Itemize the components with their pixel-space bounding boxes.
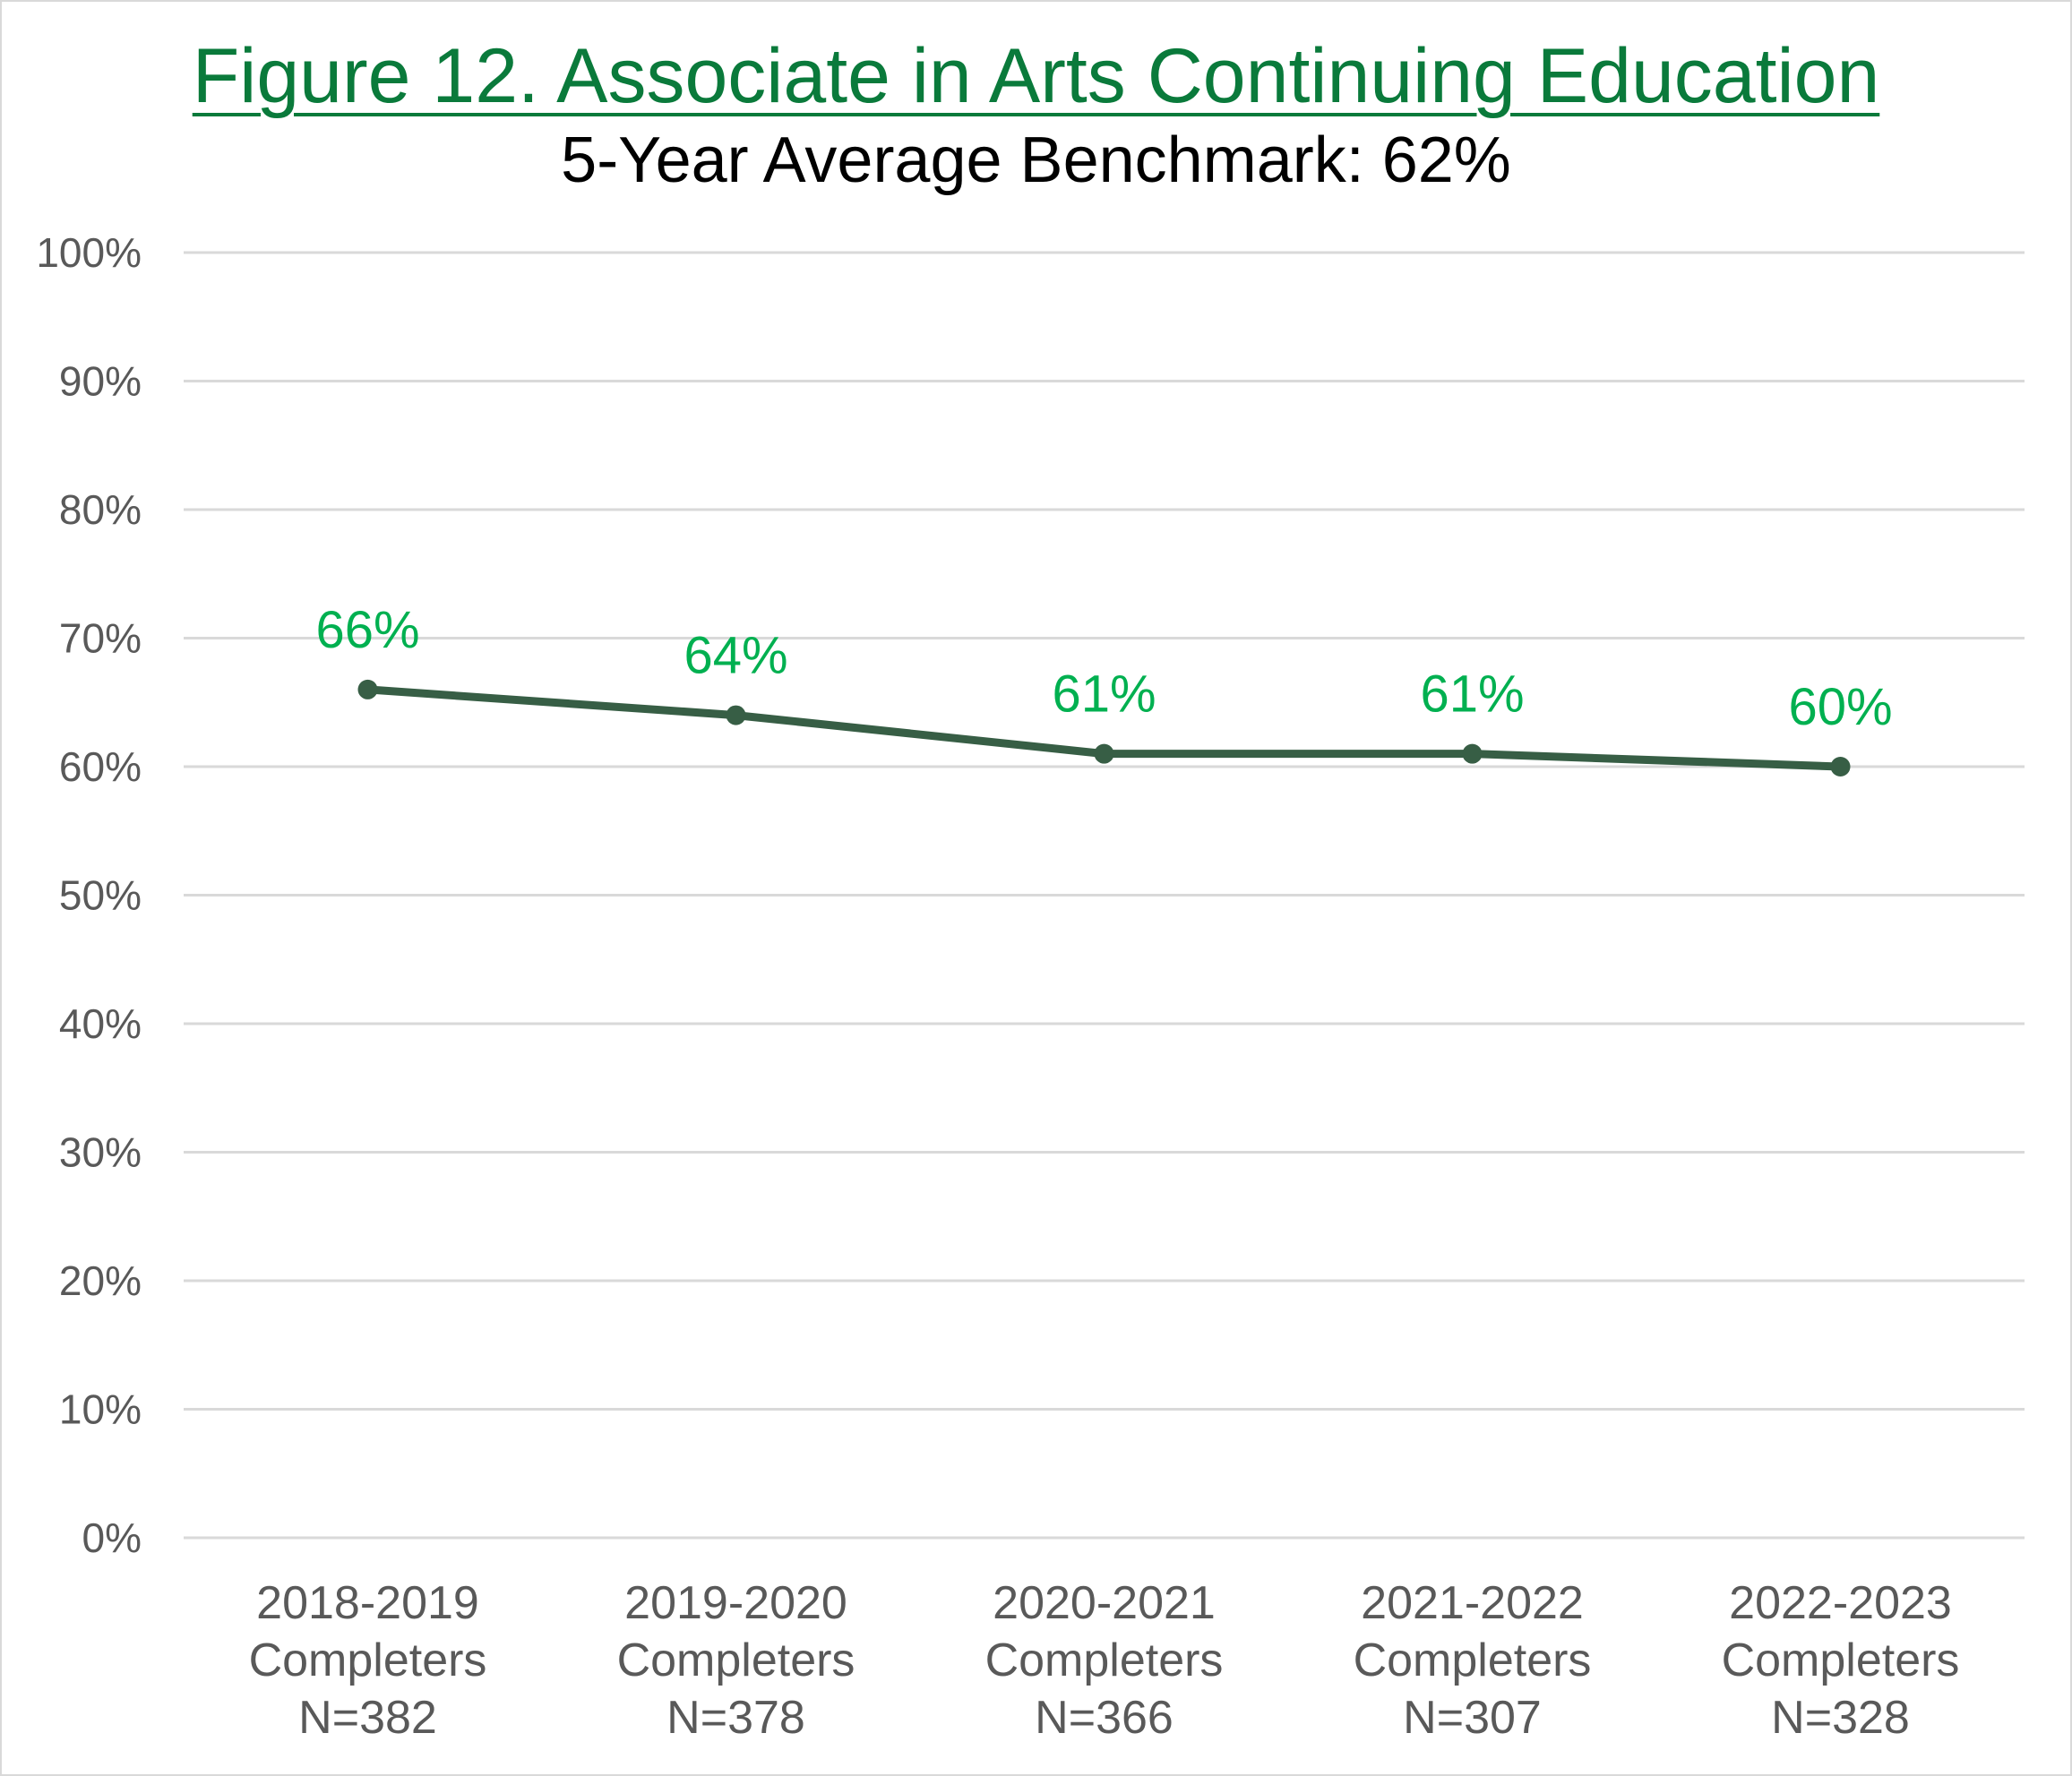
data-series [357,679,1851,776]
x-tick-label: 2018-2019 Completers N=382 [249,1577,487,1744]
y-tick-label: 90% [59,358,142,405]
y-tick-label: 10% [59,1386,142,1433]
x-tick-label-line: 2018-2019 [256,1577,479,1629]
y-tick-label: 80% [59,486,142,533]
x-tick-label-line: N=307 [1403,1692,1542,1744]
x-tick-label-line: Completers [985,1634,1224,1686]
x-tick-label: 2019-2020 Completers N=378 [617,1577,855,1744]
data-point [357,679,378,699]
x-tick-label-line: N=328 [1771,1692,1910,1744]
data-labels: 66% 64% 61% 61% 60% [315,601,1892,736]
y-tick-label: 50% [59,872,142,919]
y-tick-label: 70% [59,615,142,662]
x-tick-label-line: 2020-2021 [993,1577,1216,1629]
x-tick-label: 2022-2023 Completers N=328 [1722,1577,1960,1744]
y-tick-label: 0% [82,1514,142,1561]
data-label: 60% [1788,678,1892,736]
x-tick-label-line: N=378 [666,1692,805,1744]
x-tick-label-line: 2022-2023 [1729,1577,1952,1629]
x-tick-label: 2021-2022 Completers N=307 [1354,1577,1592,1744]
x-tick-label: 2020-2021 Completers N=366 [985,1577,1224,1744]
data-label: 64% [684,627,787,685]
chart-subtitle: 5-Year Average Benchmark: 62% [561,124,1511,196]
chart-title: Figure 12. Associate in Arts Continuing … [0,34,2072,119]
y-tick-label: 60% [59,743,142,790]
data-label: 61% [1420,665,1524,724]
data-point [1462,743,1483,764]
y-tick-label: 20% [59,1257,142,1304]
y-tick-label: 30% [59,1129,142,1176]
data-label: 66% [315,601,419,659]
y-tick-label: 100% [36,229,142,276]
x-tick-label-line: N=382 [298,1692,437,1744]
x-tick-label-line: Completers [1354,1634,1592,1686]
x-tick-label-line: 2021-2022 [1361,1577,1584,1629]
x-tick-label-line: 2019-2020 [624,1577,847,1629]
y-axis-ticks: 0% 10% 20% 30% 40% 50% 60% 70% 80% 90% 100% [36,229,142,1561]
gridlines [184,251,2025,1540]
x-tick-label-line: N=366 [1035,1692,1174,1744]
data-point [1830,757,1851,776]
chart-title-text: Figure 12. Associate in Arts Continuing … [192,33,1880,119]
x-tick-label-line: Completers [1722,1634,1960,1686]
data-point [1094,743,1114,764]
data-label: 61% [1052,665,1156,724]
y-tick-label: 40% [59,1000,142,1047]
data-point [726,705,746,725]
x-tick-label-line: Completers [617,1634,855,1686]
x-tick-label-line: Completers [249,1634,487,1686]
